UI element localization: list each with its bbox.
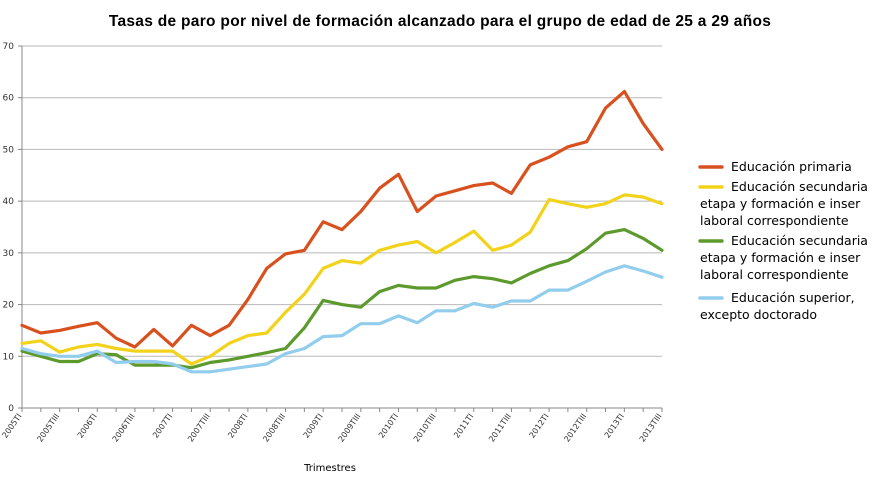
x-tick-label: 2013TIII <box>638 412 664 444</box>
legend-label: Educación secundaria <box>731 233 868 248</box>
x-tick-label: 2011TIII <box>487 412 513 444</box>
x-tick-label: 2009TIII <box>337 412 363 444</box>
x-tick-label: 2006TI <box>76 412 99 440</box>
x-tick-label: 2010TI <box>377 412 400 440</box>
series-line-4 <box>20 264 664 374</box>
x-tick-label: 2012TI <box>527 412 550 440</box>
legend-label: Educación superior, <box>731 290 855 305</box>
series-line-2 <box>20 193 664 366</box>
legend-label: laboral correspondiente <box>700 267 849 282</box>
x-tick-label: 2013TI <box>603 412 626 440</box>
gridlines <box>22 45 662 409</box>
series-lines <box>20 89 664 374</box>
legend: Educación primaria Educación secundaria et… <box>698 159 868 322</box>
legend-label: etapa y formación e inser <box>700 196 861 211</box>
x-axis-label: Trimestres <box>303 463 356 474</box>
y-tick-label: 20 <box>3 301 15 311</box>
y-axis-ticks: 0 10 20 30 40 50 60 70 <box>3 42 22 414</box>
series-line-1 <box>20 89 664 349</box>
y-tick-label: 30 <box>3 249 15 259</box>
x-tick-label: 2008TIII <box>261 412 287 444</box>
y-tick-label: 70 <box>3 42 15 52</box>
x-tick-label: 2010TIII <box>412 412 438 444</box>
x-tick-label: 2008TI <box>226 412 249 440</box>
y-tick-label: 60 <box>3 94 15 104</box>
y-tick-label: 50 <box>3 145 15 155</box>
x-tick-label: 2007TI <box>151 412 174 440</box>
x-tick-label: 2005TI <box>0 412 23 440</box>
x-tick-label: 2011TI <box>452 412 475 440</box>
axes <box>21 46 662 409</box>
legend-label: laboral correspondiente <box>700 213 849 228</box>
chart-title: Tasas de paro por nivel de formación alc… <box>109 13 771 30</box>
x-tick-label: 2012TIII <box>562 412 588 444</box>
x-tick-label: 2009TI <box>302 412 325 440</box>
legend-label: Educación primaria <box>731 159 852 174</box>
y-tick-label: 0 <box>8 404 14 414</box>
series-line-3 <box>20 228 664 370</box>
x-tick-label: 2005TIII <box>35 412 61 444</box>
x-tick-label: 2006TIII <box>111 412 137 444</box>
legend-label: Educación secundaria <box>731 179 868 194</box>
y-tick-label: 40 <box>3 197 15 207</box>
x-tick-label: 2007TIII <box>186 412 212 444</box>
x-axis-ticks: 2005TI 2005TIII 2006TI 2006TIII 2007TI 2007TI… <box>0 408 664 444</box>
legend-label: etapa y formación e inser <box>700 250 861 265</box>
legend-label: excepto doctorado <box>700 307 817 322</box>
y-tick-label: 10 <box>3 352 15 362</box>
